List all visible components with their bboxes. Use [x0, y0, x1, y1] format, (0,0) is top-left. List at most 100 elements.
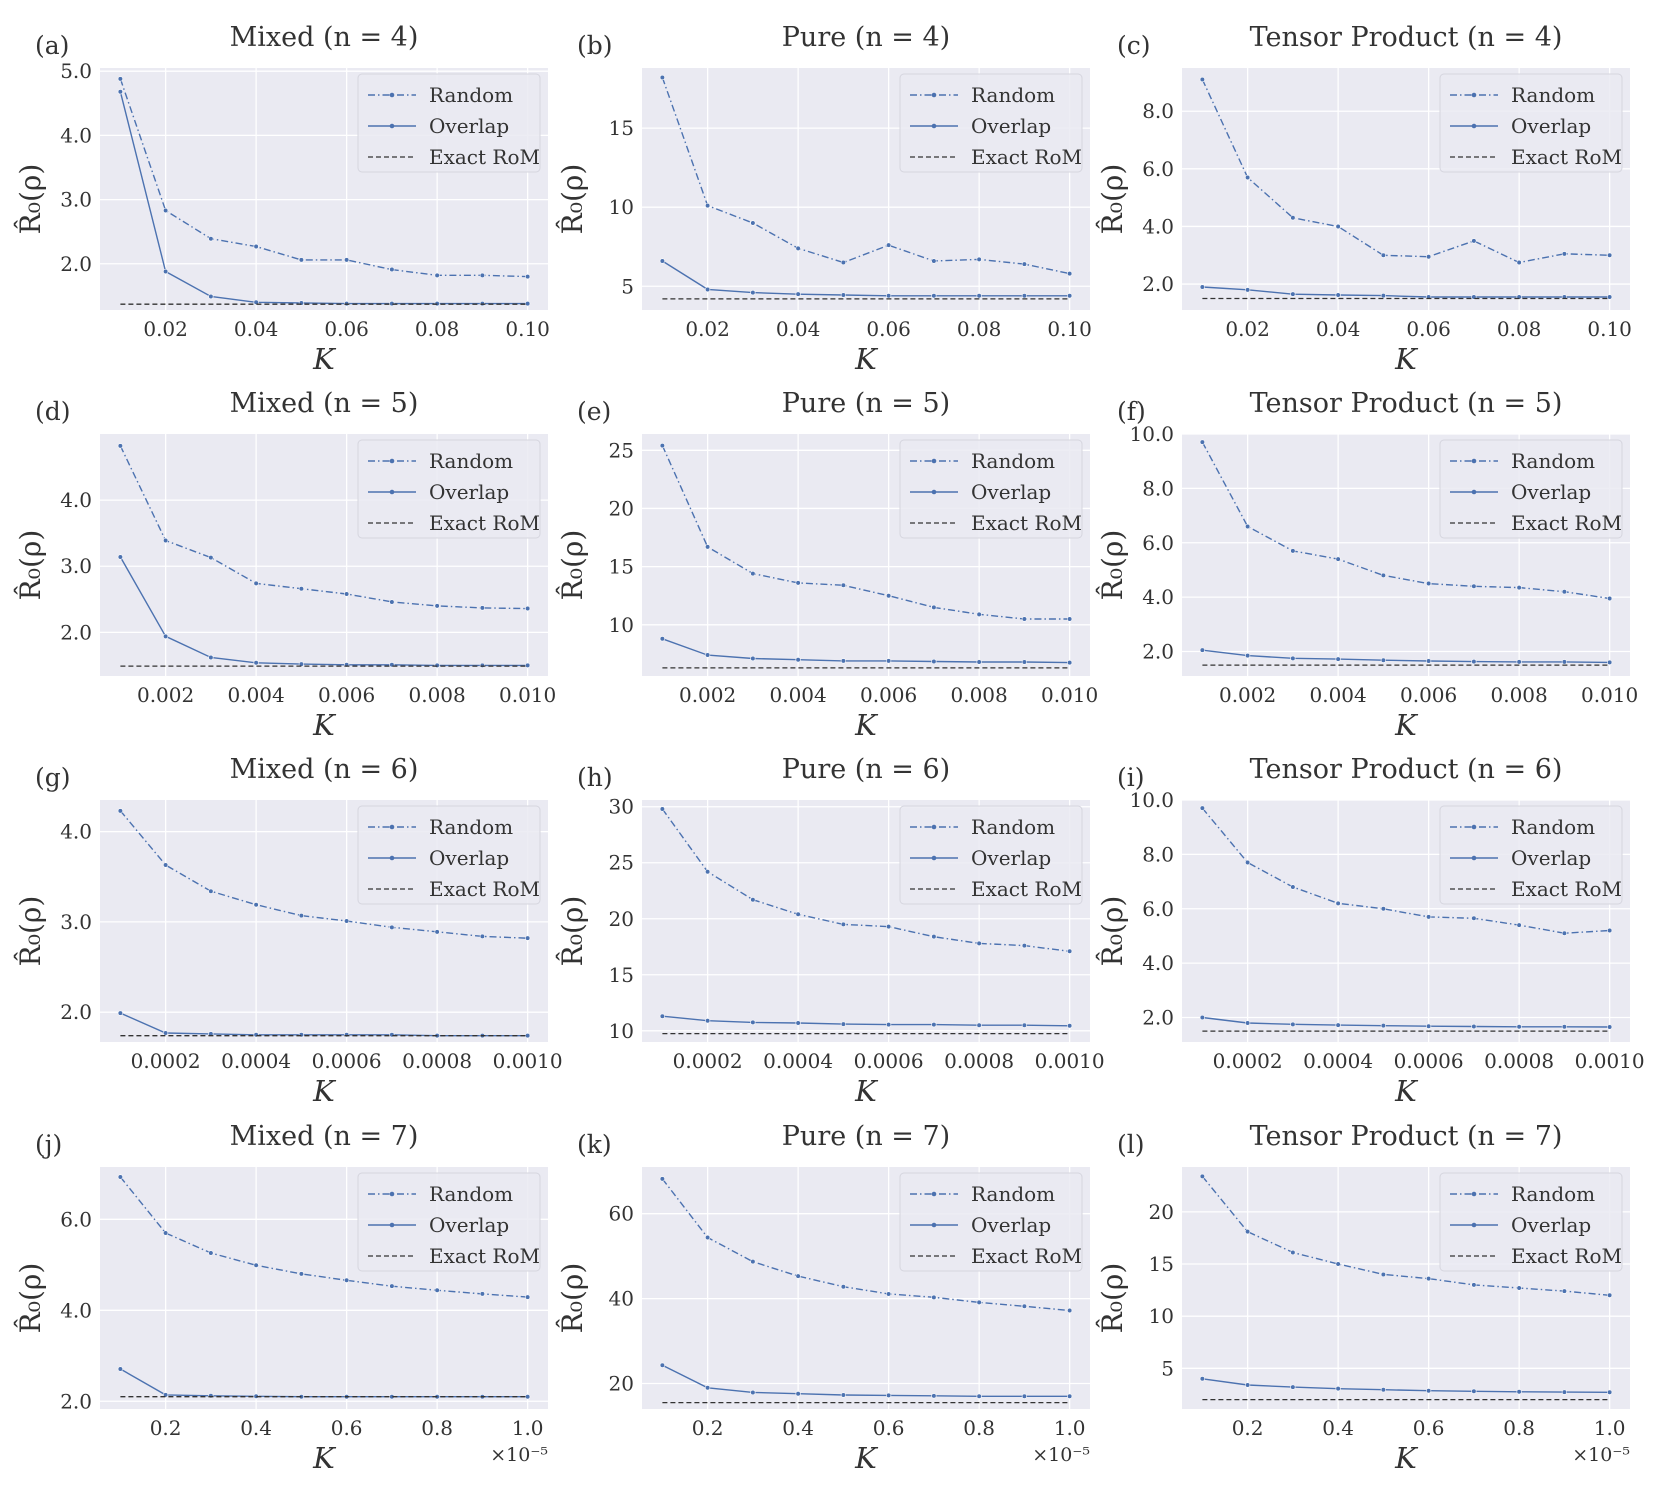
legend-marker: [1471, 458, 1477, 464]
y-tick-label: 15: [609, 555, 634, 579]
chart-panel: 0.02 0.04 0.06 0.08 0.10 2.0 3.0 4.0 5.0 Random Ov…: [14, 22, 550, 376]
data-point: [931, 293, 937, 299]
x-tick-label: 0.10: [1047, 317, 1092, 341]
legend-label: Exact RoM: [1511, 877, 1622, 901]
legend-marker: [389, 458, 395, 464]
data-point: [840, 1021, 846, 1027]
data-point: [750, 1259, 756, 1265]
data-point: [117, 1010, 123, 1016]
chart-title: Tensor Product (n = 7): [1250, 1121, 1563, 1152]
legend-label: Random: [429, 1182, 513, 1206]
data-point: [750, 1019, 756, 1025]
data-point: [1021, 659, 1027, 665]
data-point: [1561, 1024, 1567, 1030]
x-axis-label: K: [854, 1441, 879, 1475]
x-tick-label: 0.08: [415, 317, 460, 341]
legend-label: Exact RoM: [1511, 1244, 1622, 1268]
data-point: [208, 1393, 214, 1399]
legend-label: Exact RoM: [971, 877, 1082, 901]
data-point: [1516, 585, 1522, 591]
chart-title: Mixed (n = 6): [230, 754, 419, 785]
data-point: [117, 1174, 123, 1180]
y-tick-label: 4.0: [60, 820, 92, 844]
series-line-overlap: [662, 1364, 1070, 1398]
y-tick-label: 60: [609, 1202, 634, 1226]
y-tick-label: 10.0: [1129, 422, 1174, 446]
legend-marker: [1471, 1222, 1477, 1228]
data-point: [479, 1291, 485, 1297]
series-line-overlap: [119, 556, 528, 667]
legend-label: Overlap: [429, 114, 509, 138]
series-line-random: [1201, 79, 1610, 264]
legend-marker: [931, 489, 937, 495]
data-point: [1426, 914, 1432, 920]
chart-panel: 0.0002 0.0004 0.0006 0.0008 0.0010 10 15 20 25 30…: [556, 754, 1105, 1108]
x-axis-label: K: [312, 708, 337, 742]
series-line-overlap: [1202, 1378, 1610, 1394]
data-point: [795, 1391, 801, 1397]
y-tick-label: 8.0: [1142, 842, 1174, 866]
data-point: [705, 544, 711, 550]
data-point: [705, 869, 711, 875]
legend-marker: [389, 1191, 395, 1197]
y-tick-label: 6.0: [60, 1207, 92, 1231]
x-tick-label: 0.006: [860, 683, 917, 707]
chart-panel: 0.0002 0.0004 0.0006 0.0008 0.0010 2.0 4.0 6.0 8…: [1096, 754, 1645, 1108]
data-point: [1380, 906, 1386, 912]
data-point: [931, 934, 937, 940]
chart-title: Tensor Product (n = 4): [1250, 22, 1563, 53]
series-line-random: [1201, 441, 1610, 600]
data-point: [389, 1032, 395, 1038]
legend-label: Random: [1511, 815, 1595, 839]
data-point: [479, 605, 485, 611]
data-point: [1067, 1023, 1073, 1029]
data-point: [1290, 655, 1296, 661]
data-point: [389, 1283, 395, 1289]
x-tick-label: 0.0008: [402, 1049, 472, 1073]
data-point: [1471, 658, 1477, 665]
x-axis-multiplier: ×10⁻⁵: [1572, 1444, 1630, 1466]
data-point: [1335, 292, 1341, 298]
x-tick-label: 0.010: [1041, 683, 1098, 707]
data-point: [840, 921, 846, 927]
data-point: [886, 924, 892, 930]
data-point: [886, 1022, 892, 1028]
data-point: [1380, 1387, 1386, 1393]
y-axis-label: R̂₀(ρ): [14, 530, 47, 601]
panel-label: (b): [577, 31, 613, 60]
legend: [1439, 439, 1623, 539]
data-point: [659, 1176, 665, 1182]
data-point: [1471, 915, 1477, 921]
y-tick-label: 10: [609, 195, 634, 219]
data-point: [931, 604, 937, 610]
y-axis-label: R̂₀(ρ): [1096, 1263, 1129, 1334]
data-point: [1290, 1384, 1296, 1390]
y-tick-label: 5: [621, 274, 634, 298]
x-tick-label: 0.6: [873, 1416, 905, 1440]
chart-panel: 0.2 0.4 0.6 0.8 1.0 5 10 15 20 Random Overlap Exact…: [1096, 1121, 1630, 1475]
data-point: [163, 1030, 169, 1036]
legend-label: Overlap: [971, 846, 1051, 870]
data-point: [1290, 291, 1296, 297]
data-point: [840, 658, 846, 664]
data-point: [1471, 1023, 1477, 1030]
data-point: [1021, 1393, 1027, 1399]
legend: [899, 439, 1083, 539]
data-point: [253, 1262, 259, 1268]
data-point: [659, 258, 665, 264]
series-line-overlap: [1202, 1016, 1610, 1028]
y-tick-label: 8.0: [1142, 476, 1174, 500]
data-point: [1021, 261, 1027, 267]
legend-marker: [931, 458, 937, 464]
x-axis-multiplier: ×10⁻⁵: [490, 1444, 548, 1466]
y-tick-label: 5.0: [60, 59, 92, 83]
legend-label: Exact RoM: [429, 145, 540, 169]
data-point: [253, 660, 259, 666]
y-tick-label: 6.0: [1142, 531, 1174, 555]
legend-marker: [931, 123, 937, 129]
y-tick-label: 3.0: [60, 910, 92, 934]
y-tick-label: 40: [609, 1287, 634, 1311]
data-point: [525, 1294, 531, 1300]
x-tick-label: 0.04: [776, 317, 821, 341]
legend-marker: [1471, 855, 1477, 861]
